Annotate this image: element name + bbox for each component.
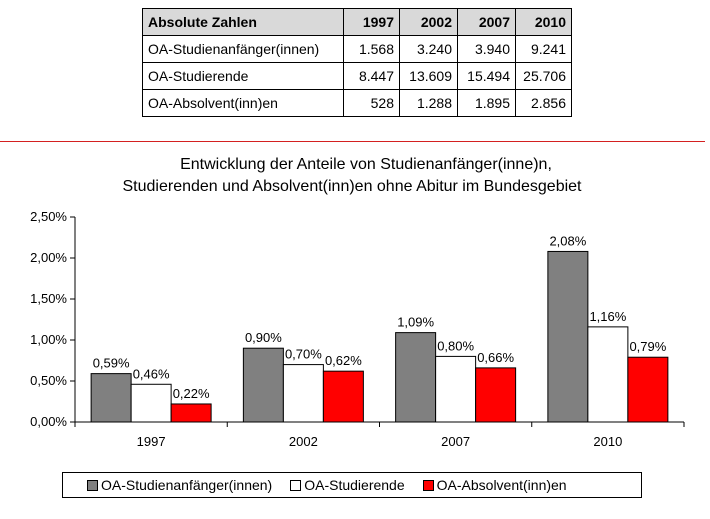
divider-line [0, 141, 705, 142]
table-row-label: OA-Studierende [142, 62, 344, 90]
table-header-year: 2010 [515, 8, 572, 36]
legend-swatch [422, 479, 434, 491]
table-cell: 25.706 [515, 62, 572, 90]
bar [587, 326, 629, 423]
y-tick-label: 0,00% [30, 414, 67, 429]
table-cell: 2.856 [515, 89, 572, 117]
legend: OA-Studienanfänger(innen) OA-Studierende… [62, 472, 642, 498]
data-label: 0,22% [173, 386, 210, 401]
bar [130, 383, 172, 423]
legend-label: OA-Absolvent(inn)en [436, 477, 567, 493]
data-label: 0,59% [93, 356, 130, 371]
y-tick-label: 2,50% [30, 209, 67, 224]
legend-label: OA-Studierende [304, 477, 405, 493]
table-cell: 13.609 [399, 62, 458, 90]
table-cell: 3.240 [399, 35, 458, 63]
data-label: 0,80% [437, 338, 474, 353]
bar [435, 355, 477, 423]
table-cell: 1.288 [399, 89, 458, 117]
table-cell: 8.447 [343, 62, 400, 90]
table-cell: 528 [343, 89, 400, 117]
table-row-label: OA-Studienanfänger(innen) [142, 35, 344, 63]
table-header-year: 1997 [343, 8, 400, 36]
bar [395, 332, 437, 423]
table-header-label: Absolute Zahlen [142, 8, 344, 36]
y-tick-label: 2,00% [30, 250, 67, 265]
bar [475, 367, 517, 423]
bar [322, 370, 364, 423]
legend-item: OA-Studierende [290, 477, 405, 493]
table-header-year: 2007 [457, 8, 516, 36]
legend-swatch [290, 479, 302, 491]
bar [90, 373, 132, 423]
bar [547, 250, 589, 423]
table-header-year: 2002 [399, 8, 458, 36]
legend-swatch [87, 479, 98, 491]
bar [627, 356, 669, 423]
legend-item: OA-Absolvent(inn)en [422, 477, 567, 493]
chart-title: Entwicklung der Anteile von Studienanfän… [180, 156, 552, 173]
table-header-row: Absolute Zahlen 1997 2002 2007 2010 [142, 8, 572, 36]
bar [282, 364, 324, 423]
data-label: 0,46% [133, 366, 170, 381]
y-tick-label: 1,00% [30, 332, 67, 347]
bar-chart: Entwicklung der Anteile von Studienanfän… [30, 156, 685, 449]
x-tick-label: 1997 [137, 434, 166, 449]
table-row: OA-Studienanfänger(innen) 1.568 3.240 3.… [142, 35, 572, 63]
table-row: OA-Absolvent(inn)en 528 1.288 1.895 2.85… [142, 89, 572, 117]
y-tick-label: 0,50% [30, 373, 67, 388]
data-label: 0,62% [325, 353, 362, 368]
data-label: 1,16% [589, 309, 626, 324]
table-cell: 9.241 [515, 35, 572, 63]
table-cell: 1.895 [457, 89, 516, 117]
legend-item: OA-Studienanfänger(innen) [87, 477, 272, 493]
chart-subtitle: Studierenden und Absolvent(inn)en ohne A… [123, 178, 583, 195]
data-label: 1,09% [397, 315, 434, 330]
table-row: OA-Studierende 8.447 13.609 15.494 25.70… [142, 62, 572, 90]
data-label: 2,08% [549, 233, 586, 248]
bar [170, 403, 212, 423]
data-label: 0,66% [477, 350, 514, 365]
table-cell: 3.940 [457, 35, 516, 63]
absolute-numbers-table: Absolute Zahlen 1997 2002 2007 2010 OA-S… [142, 8, 572, 117]
y-tick-label: 1,50% [30, 291, 67, 306]
table-cell: 1.568 [343, 35, 400, 63]
data-label: 0,79% [629, 339, 666, 354]
bar [242, 347, 284, 423]
x-tick-label: 2010 [593, 434, 622, 449]
x-tick-label: 2002 [289, 434, 318, 449]
legend-label: OA-Studienanfänger(innen) [101, 477, 273, 493]
plot-area: 0,00% 0,50% 1,00% 1,50% 2,00% 2,50% 0,59%0,46%… [30, 209, 685, 449]
table-cell: 15.494 [457, 62, 516, 90]
x-tick-label: 2007 [441, 434, 470, 449]
table-row-label: OA-Absolvent(inn)en [142, 89, 344, 117]
data-label: 0,90% [245, 330, 282, 345]
data-label: 0,70% [285, 347, 322, 362]
